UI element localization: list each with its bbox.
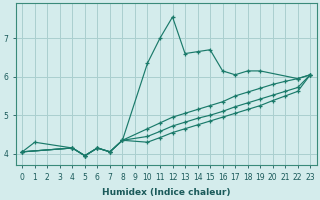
- X-axis label: Humidex (Indice chaleur): Humidex (Indice chaleur): [102, 188, 230, 197]
